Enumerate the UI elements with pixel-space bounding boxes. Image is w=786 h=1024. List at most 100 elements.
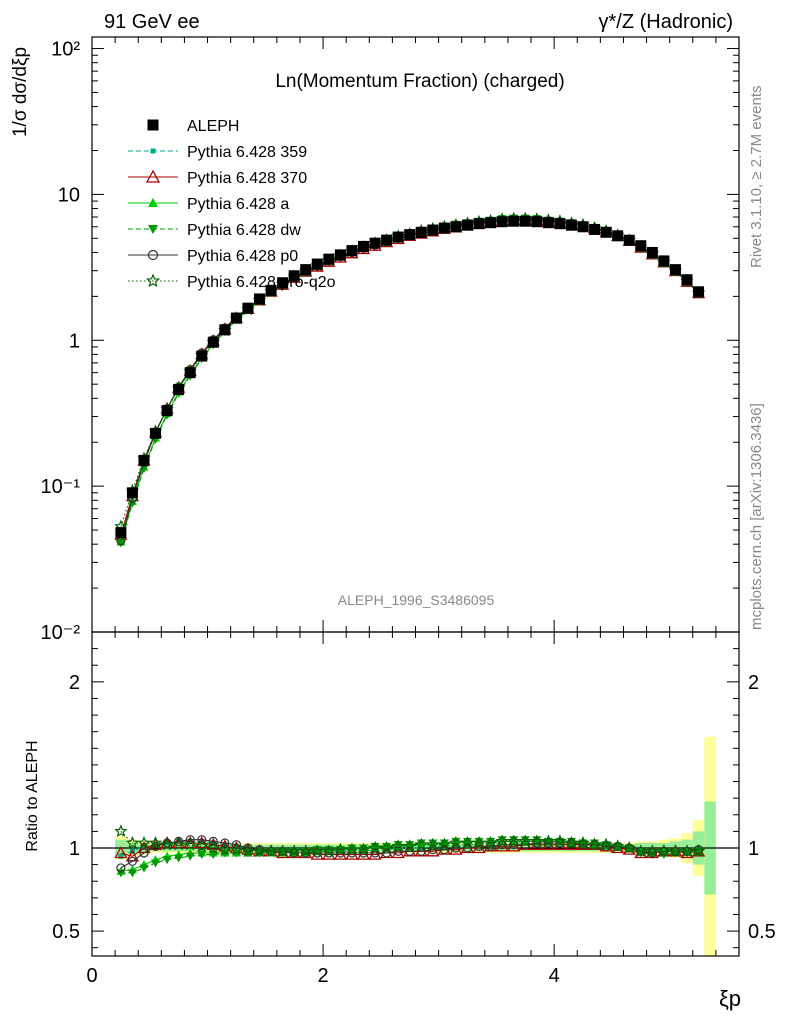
ratio-point-pythia-6-428-p0 — [462, 843, 473, 853]
ratio-point-pythia-6-428-pro-q2o — [356, 842, 371, 856]
data-point-aleph — [415, 226, 427, 238]
ratio-point-pythia-6-428-pro-q2o — [275, 844, 290, 858]
ratio-point-pythia-6-428-pro-q2o — [195, 839, 209, 853]
header-right-label: γ*/Z (Hadronic) — [599, 11, 733, 33]
x-tick-label: 4 — [549, 965, 560, 987]
ratio-point-pythia-6-428-pro-q2o — [587, 837, 602, 851]
y-tick-label: 1 — [69, 330, 80, 352]
data-point-aleph — [150, 427, 162, 439]
data-point-aleph — [496, 216, 508, 228]
data-point-aleph — [115, 527, 127, 539]
data-point-aleph — [404, 229, 416, 241]
series-line-pythia-6-428-a — [120, 218, 699, 543]
ratio-point-pythia-6-428-pro-q2o — [599, 837, 613, 851]
legend: ALEPH Pythia 6.428 359 Pythia 6.428 370 Pyt… — [128, 118, 336, 291]
ratio-point-pythia-6-428-dw — [324, 846, 334, 855]
ratio-point-pythia-6-428-dw — [197, 851, 207, 860]
data-point-aleph — [346, 245, 358, 257]
data-point-aleph — [323, 253, 335, 265]
ratio-point-pythia-6-428-pro-q2o — [322, 844, 336, 858]
ratio-point-pythia-6-428-pro-q2o — [541, 834, 556, 848]
ratio-point-pythia-6-428-pro-q2o — [668, 844, 683, 858]
rivet-version-label: Rivet 3.1.10, ≥ 2.7M events — [748, 85, 765, 269]
ratio-point-pythia-6-428-pro-q2o — [611, 839, 625, 853]
ratio-point-pythia-6-428-359 — [118, 853, 124, 859]
data-point-aleph — [173, 383, 185, 395]
ratio-point-pythia-6-428-pro-q2o — [218, 842, 232, 856]
main-series-layer — [114, 211, 706, 548]
ratio-point-pythia-6-428-p0 — [497, 840, 507, 850]
ratio-point-pythia-6-428-pro-q2o — [483, 835, 498, 849]
ratio-point-pythia-6-428-p0 — [532, 838, 542, 848]
ratio-point-pythia-6-428-pro-q2o — [171, 837, 186, 851]
ratio-point-pythia-6-428-pro-q2o — [426, 837, 440, 851]
legend-marker — [150, 148, 156, 154]
x-axis-label: ξp — [719, 986, 741, 1011]
ratio-point-pythia-6-428-p0 — [220, 838, 230, 848]
data-point-aleph — [277, 277, 289, 289]
ratio-point-pythia-6-428-370 — [114, 846, 128, 859]
legend-label: Pythia 6.428 370 — [187, 170, 307, 187]
data-point-aleph — [311, 258, 323, 270]
ratio-point-pythia-6-428-pro-q2o — [553, 834, 567, 848]
ratio-point-pythia-6-428-p0 — [231, 840, 242, 850]
data-point-aleph — [184, 367, 196, 379]
ratio-point-pythia-6-428-pro-q2o — [391, 839, 405, 853]
ratio-point-pythia-6-428-dw — [428, 839, 438, 848]
data-point-aleph — [196, 350, 208, 362]
data-point-aleph — [161, 405, 173, 417]
ratio-point-pythia-6-428-dw — [127, 869, 137, 878]
legend-marker — [147, 249, 159, 261]
ratio-point-pythia-6-428-p0 — [289, 848, 299, 858]
mcplots-label: mcplots.cern.ch [arXiv:1306.3436] — [748, 403, 765, 630]
ratio-tick-label-left: 0.5 — [52, 921, 80, 943]
data-point-aleph — [265, 284, 277, 296]
ratio-point-pythia-6-428-pro-q2o — [137, 835, 151, 849]
ratio-tick-label-right: 2 — [748, 672, 759, 694]
ratio-point-pythia-6-428-p0 — [335, 848, 346, 858]
ratio-point-pythia-6-428-pro-q2o — [414, 837, 429, 851]
ratio-point-pythia-6-428-p0 — [150, 841, 161, 851]
chart-title: Ln(Momentum Fraction) (charged) — [275, 71, 564, 92]
axis-ticks — [91, 37, 740, 956]
ratio-point-pythia-6-428-dw — [462, 837, 472, 846]
ratio-point-pythia-6-428-pro-q2o — [287, 844, 301, 858]
ratio-point-pythia-6-428-dw — [416, 839, 426, 848]
y-tick-label: 10² — [51, 39, 80, 61]
ratio-point-pythia-6-428-359 — [187, 838, 193, 844]
data-point-aleph — [207, 336, 219, 348]
ratio-point-pythia-6-428-370 — [449, 842, 463, 855]
legend-marker — [145, 169, 161, 183]
ratio-point-pythia-6-428-pro-q2o — [530, 834, 544, 848]
ratio-series-layer — [114, 824, 706, 878]
ratio-point-pythia-6-428-dw — [151, 859, 161, 868]
ratio-point-pythia-6-428-p0 — [127, 856, 138, 866]
data-point-aleph — [635, 240, 647, 252]
legend-marker — [145, 273, 161, 288]
ratio-point-pythia-6-428-pro-q2o — [634, 844, 648, 858]
ratio-point-pythia-6-428-p0 — [174, 836, 184, 846]
ratio-point-pythia-6-428-p0 — [382, 848, 392, 858]
ratio-tick-label-right: 1 — [748, 838, 759, 860]
data-point-pythia-6-428-dw — [139, 465, 149, 474]
ratio-point-pythia-6-428-dw — [439, 839, 449, 848]
data-point-aleph — [554, 218, 566, 230]
data-point-aleph — [577, 221, 589, 233]
x-tick-label: 0 — [86, 965, 97, 987]
series-line-pythia-6-428-p0 — [120, 219, 699, 541]
data-point-aleph — [438, 222, 450, 234]
ratio-tick-label-left: 1 — [69, 838, 80, 860]
legend-marker — [148, 198, 158, 207]
ratio-point-pythia-6-428-pro-q2o — [183, 837, 197, 851]
ratio-point-pythia-6-428-p0 — [312, 848, 322, 858]
data-point-aleph — [600, 226, 612, 238]
ratio-point-pythia-6-428-pro-q2o — [645, 844, 660, 858]
ratio-point-pythia-6-428-pro-q2o — [299, 844, 313, 858]
data-point-aleph — [565, 219, 577, 231]
ratio-point-pythia-6-428-pro-q2o — [495, 834, 509, 848]
ratio-point-pythia-6-428-p0 — [555, 838, 565, 848]
data-point-aleph — [681, 274, 693, 286]
ratio-point-pythia-6-428-dw — [382, 842, 392, 851]
ratio-point-pythia-6-428-p0 — [116, 863, 126, 873]
